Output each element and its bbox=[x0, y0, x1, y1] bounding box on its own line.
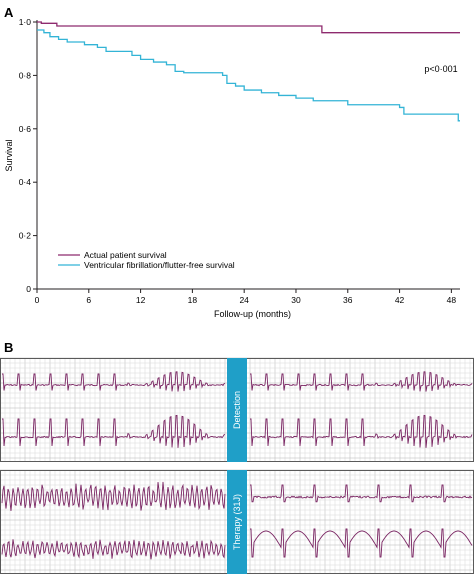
y-tick-label: 0·6 bbox=[19, 124, 32, 134]
x-tick-label: 0 bbox=[35, 295, 40, 305]
y-tick-label: 0·2 bbox=[19, 231, 32, 241]
ecg-trace bbox=[250, 528, 473, 558]
x-tick-label: 18 bbox=[188, 295, 198, 305]
y-axis-label: Survival bbox=[4, 139, 14, 171]
x-tick-label: 6 bbox=[86, 295, 91, 305]
ecg-divider bbox=[227, 358, 247, 462]
x-tick-label: 24 bbox=[239, 295, 249, 305]
y-tick-label: 1·0 bbox=[19, 17, 32, 27]
legend-label: Actual patient survival bbox=[84, 250, 167, 260]
ecg-divider bbox=[227, 470, 247, 574]
x-tick-label: 42 bbox=[395, 295, 405, 305]
ecg-trace bbox=[1, 539, 226, 560]
detection-label: Detection bbox=[232, 391, 242, 429]
ecg-trace bbox=[2, 414, 226, 448]
series-layer bbox=[37, 21, 460, 122]
p-value-annotation: p<0·001 bbox=[424, 64, 457, 74]
ecg-panel: Detection Therapy (31J) bbox=[0, 357, 474, 574]
series-line-vf-free-survival bbox=[37, 29, 460, 122]
ecg-trace bbox=[2, 371, 226, 392]
series-line-actual-survival bbox=[37, 21, 460, 34]
ecg-strip-therapy: Therapy (31J) bbox=[0, 469, 474, 574]
y-tick-label: 0·4 bbox=[19, 177, 32, 187]
legend-label: Ventricular fibrillation/flutter-free su… bbox=[84, 260, 235, 270]
panel-a-label: A bbox=[4, 5, 14, 20]
x-tick-label: 48 bbox=[447, 295, 457, 305]
x-ticks: 0 6 12 18 24 30 36 42 48 bbox=[35, 289, 457, 305]
ecg-trace bbox=[1, 481, 226, 511]
x-tick-label: 36 bbox=[343, 295, 353, 305]
ecg-trace bbox=[250, 414, 473, 448]
ecg-strip-detection: Detection bbox=[0, 357, 474, 462]
x-tick-label: 12 bbox=[136, 295, 146, 305]
x-tick-label: 30 bbox=[291, 295, 301, 305]
survival-chart: 0 0·2 0·4 0·6 0·8 1·0 0 6 12 18 24 30 36 42 48 Surviv… bbox=[4, 17, 460, 319]
ecg-trace bbox=[250, 371, 473, 392]
y-tick-label: 0·8 bbox=[19, 70, 32, 80]
x-axis-label: Follow-up (months) bbox=[214, 309, 291, 319]
y-ticks: 0 0·2 0·4 0·6 0·8 1·0 bbox=[19, 17, 37, 294]
therapy-label: Therapy (31J) bbox=[232, 494, 242, 550]
ecg-trace bbox=[250, 484, 473, 503]
panel-b-label: B bbox=[4, 340, 13, 355]
y-tick-label: 0 bbox=[26, 284, 31, 294]
